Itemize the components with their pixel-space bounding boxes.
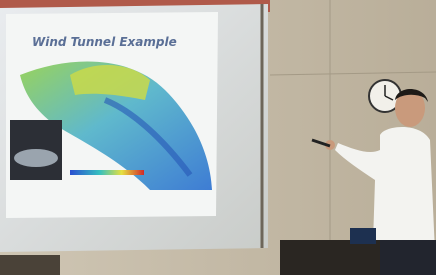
table (280, 240, 380, 275)
presenter-trousers (375, 240, 436, 275)
foreground (0, 255, 60, 275)
slide-title: Wind Tunnel Example (32, 35, 177, 49)
page: {"slide": {"title": "Wind Tunnel Example… (0, 0, 436, 275)
color-scale (70, 170, 144, 175)
car-photo-car (14, 149, 58, 167)
photo: Wind Tunnel Example (0, 0, 436, 275)
laptop (350, 228, 376, 244)
